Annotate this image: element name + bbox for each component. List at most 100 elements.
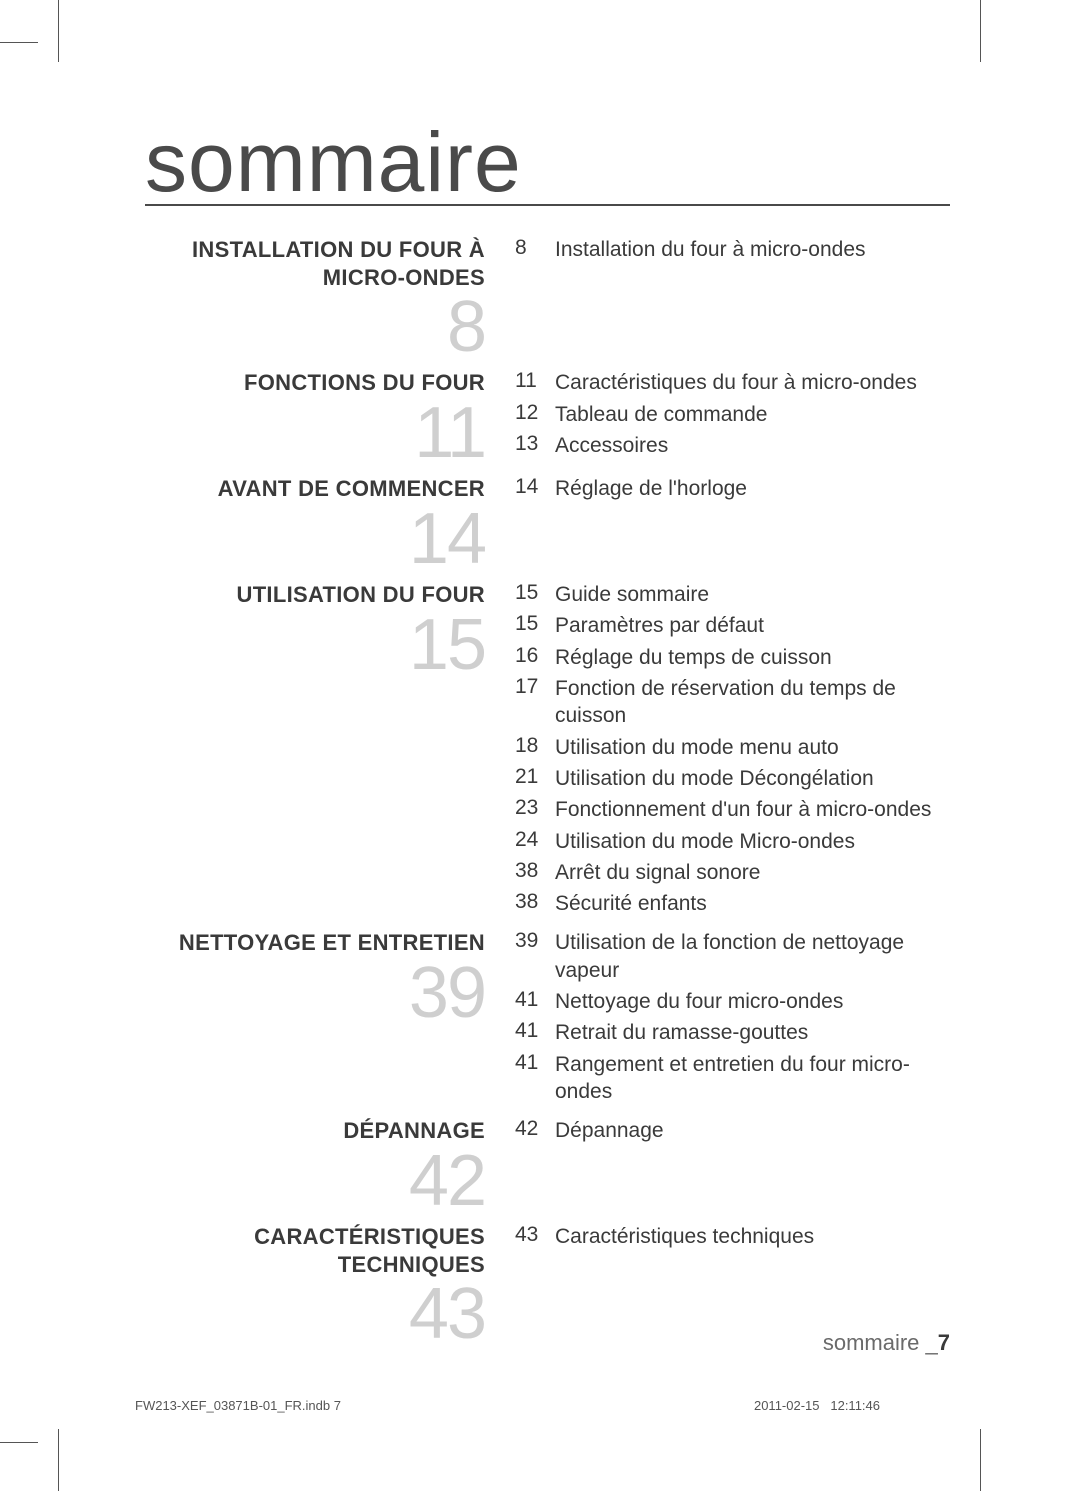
- toc-entry: 23Fonctionnement d'un four à micro-ondes: [515, 796, 950, 823]
- toc-section-left: FONCTIONS DU FOUR11: [160, 369, 515, 467]
- toc-section-left: INSTALLATION DU FOUR À MICRO-ONDES8: [160, 236, 515, 361]
- toc-entry-page: 13: [515, 432, 555, 459]
- toc-entry-page: 38: [515, 890, 555, 917]
- crop-mark: [0, 1442, 38, 1443]
- print-time: 12:11:46: [830, 1398, 880, 1413]
- page-content: sommaire INSTALLATION DU FOUR À MICRO-ON…: [60, 60, 980, 1431]
- toc-entry: 39Utilisation de la fonction de nettoyag…: [515, 929, 950, 984]
- toc-entry-label: Installation du four à micro-ondes: [555, 236, 950, 263]
- toc-entry: 41Nettoyage du four micro-ondes: [515, 988, 950, 1015]
- toc-entry-label: Tableau de commande: [555, 401, 950, 428]
- toc-entry: 15Paramètres par défaut: [515, 612, 950, 639]
- crop-mark: [0, 42, 38, 43]
- toc-entry-label: Utilisation de la fonction de nettoyage …: [555, 929, 950, 984]
- toc-entry-label: Utilisation du mode Micro-ondes: [555, 828, 950, 855]
- footer-text: sommaire _: [823, 1330, 938, 1355]
- toc-section-entries: 14Réglage de l'horloge: [515, 475, 950, 506]
- toc-entry-page: 15: [515, 581, 555, 608]
- table-of-contents: INSTALLATION DU FOUR À MICRO-ONDES88Inst…: [160, 236, 950, 1349]
- page-title: sommaire: [145, 120, 950, 204]
- toc-section-entries: 15Guide sommaire15Paramètres par défaut1…: [515, 581, 950, 921]
- crop-mark: [980, 0, 981, 62]
- toc-entry: 8Installation du four à micro-ondes: [515, 236, 950, 263]
- toc-section-left: DÉPANNAGE42: [160, 1117, 515, 1215]
- toc-section: DÉPANNAGE4242Dépannage: [160, 1117, 950, 1215]
- toc-entry-page: 14: [515, 475, 555, 502]
- toc-entry-label: Paramètres par défaut: [555, 612, 950, 639]
- toc-entry-page: 41: [515, 1051, 555, 1106]
- toc-entry-label: Fonctionnement d'un four à micro-ondes: [555, 796, 950, 823]
- footer-label: sommaire _7: [823, 1330, 950, 1356]
- toc-entry: 13Accessoires: [515, 432, 950, 459]
- toc-entry-label: Réglage du temps de cuisson: [555, 644, 950, 671]
- toc-entry: 43Caractéristiques techniques: [515, 1223, 950, 1250]
- toc-section-left: NETTOYAGE ET ENTRETIEN39: [160, 929, 515, 1027]
- toc-section: AVANT DE COMMENCER1414Réglage de l'horlo…: [160, 475, 950, 573]
- toc-section: FONCTIONS DU FOUR1111Caractéristiques du…: [160, 369, 950, 467]
- footer-page-number: 7: [938, 1330, 950, 1355]
- toc-entry-label: Caractéristiques techniques: [555, 1223, 950, 1250]
- toc-entry-label: Accessoires: [555, 432, 950, 459]
- toc-entry: 14Réglage de l'horloge: [515, 475, 950, 502]
- toc-entry-page: 24: [515, 828, 555, 855]
- toc-entry-label: Réglage de l'horloge: [555, 475, 950, 502]
- toc-entry-label: Dépannage: [555, 1117, 950, 1144]
- toc-entry: 24Utilisation du mode Micro-ondes: [515, 828, 950, 855]
- toc-entry-page: 41: [515, 988, 555, 1015]
- toc-entry: 21Utilisation du mode Décongélation: [515, 765, 950, 792]
- toc-section-bignumber: 39: [160, 959, 485, 1027]
- toc-entry-page: 43: [515, 1223, 555, 1250]
- toc-section-left: UTILISATION DU FOUR15: [160, 581, 515, 679]
- title-rule: sommaire: [145, 120, 950, 206]
- toc-section-entries: 11Caractéristiques du four à micro-ondes…: [515, 369, 950, 463]
- toc-entry-page: 39: [515, 929, 555, 984]
- toc-section: INSTALLATION DU FOUR À MICRO-ONDES88Inst…: [160, 236, 950, 361]
- toc-entry-label: Fonction de réservation du temps de cuis…: [555, 675, 950, 730]
- print-metadata: FW213-XEF_03871B-01_FR.indb 7 2011-02-15…: [135, 1398, 880, 1413]
- toc-section-bignumber: 15: [160, 611, 485, 679]
- toc-entry-page: 23: [515, 796, 555, 823]
- toc-section: NETTOYAGE ET ENTRETIEN3939Utilisation de…: [160, 929, 950, 1109]
- toc-entry-page: 17: [515, 675, 555, 730]
- toc-entry-page: 38: [515, 859, 555, 886]
- toc-entry-page: 18: [515, 734, 555, 761]
- toc-entry: 38Sécurité enfants: [515, 890, 950, 917]
- toc-section-left: AVANT DE COMMENCER14: [160, 475, 515, 573]
- print-filename: FW213-XEF_03871B-01_FR.indb 7: [135, 1398, 341, 1413]
- toc-entry-page: 21: [515, 765, 555, 792]
- toc-entry-label: Arrêt du signal sonore: [555, 859, 950, 886]
- toc-section-bignumber: 42: [160, 1147, 485, 1215]
- toc-entry-label: Caractéristiques du four à micro-ondes: [555, 369, 950, 396]
- toc-entry-label: Utilisation du mode Décongélation: [555, 765, 950, 792]
- toc-entry-page: 11: [515, 369, 555, 396]
- toc-entry-page: 15: [515, 612, 555, 639]
- toc-section-bignumber: 11: [160, 399, 485, 467]
- toc-section-bignumber: 8: [160, 293, 485, 361]
- toc-section: UTILISATION DU FOUR1515Guide sommaire15P…: [160, 581, 950, 921]
- toc-entry: 12Tableau de commande: [515, 401, 950, 428]
- toc-entry-page: 8: [515, 236, 555, 263]
- toc-entry-label: Utilisation du mode menu auto: [555, 734, 950, 761]
- crop-mark: [58, 0, 59, 62]
- toc-entry: 18Utilisation du mode menu auto: [515, 734, 950, 761]
- toc-entry: 15Guide sommaire: [515, 581, 950, 608]
- toc-section-entries: 8Installation du four à micro-ondes: [515, 236, 950, 267]
- toc-section-left: CARACTÉRISTIQUES TECHNIQUES43: [160, 1223, 515, 1348]
- toc-section-bignumber: 14: [160, 505, 485, 573]
- toc-section-entries: 39Utilisation de la fonction de nettoyag…: [515, 929, 950, 1109]
- print-date: 2011-02-15: [754, 1398, 820, 1413]
- toc-entry: 38Arrêt du signal sonore: [515, 859, 950, 886]
- toc-entry: 41Rangement et entretien du four micro-o…: [515, 1051, 950, 1106]
- toc-entry-label: Nettoyage du four micro-ondes: [555, 988, 950, 1015]
- toc-section-entries: 42Dépannage: [515, 1117, 950, 1148]
- toc-section-bignumber: 43: [160, 1280, 485, 1348]
- toc-section-heading: INSTALLATION DU FOUR À MICRO-ONDES: [160, 236, 485, 291]
- crop-mark: [58, 1429, 59, 1491]
- toc-entry-label: Rangement et entretien du four micro-ond…: [555, 1051, 950, 1106]
- toc-entry-page: 12: [515, 401, 555, 428]
- crop-mark: [980, 1429, 981, 1491]
- toc-entry-page: 41: [515, 1019, 555, 1046]
- toc-entry: 41Retrait du ramasse-gouttes: [515, 1019, 950, 1046]
- toc-entry-label: Retrait du ramasse-gouttes: [555, 1019, 950, 1046]
- toc-entry-page: 16: [515, 644, 555, 671]
